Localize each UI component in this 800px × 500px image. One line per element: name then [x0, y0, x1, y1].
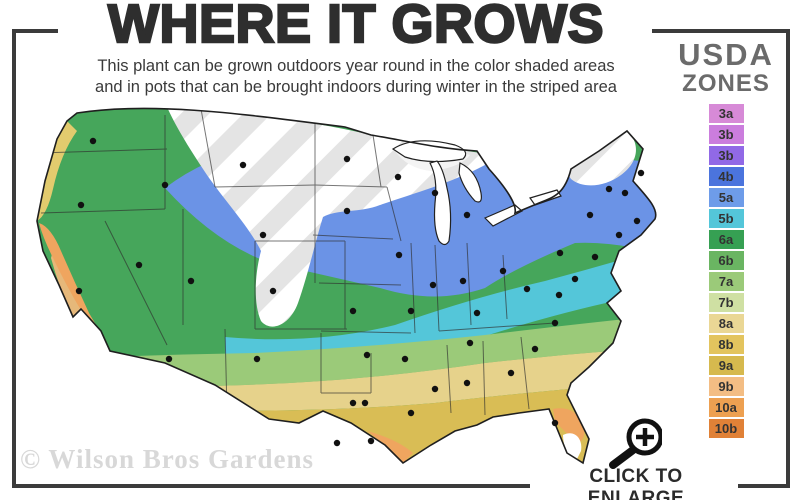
- great-lakes: [391, 140, 562, 246]
- zone-chip-6a: 6a: [708, 230, 744, 249]
- zone-chip-7b: 7b: [708, 293, 744, 312]
- zone-chip-5a: 5a: [708, 188, 744, 207]
- zone-chip-10a: 10a: [708, 398, 744, 417]
- frame-right: [786, 29, 790, 488]
- zone-chip-3b: 3b: [708, 146, 744, 165]
- click-to-enlarge-label[interactable]: CLICK TO ENLARGE: [587, 466, 685, 500]
- zone-chip-4b: 4b: [708, 167, 744, 186]
- zone-chip-9b: 9b: [708, 377, 744, 396]
- zone-chip-7a: 7a: [708, 272, 744, 291]
- state-borders: [38, 108, 556, 416]
- zone-chip-8a: 8a: [708, 314, 744, 333]
- watermark: © Wilson Bros Gardens: [20, 444, 314, 474]
- frame-bottom-left-segment: [12, 484, 530, 488]
- legend-title-usda: USDA: [678, 37, 774, 72]
- zone-chip-3a: 3a: [708, 104, 744, 123]
- zone-chip-9a: 9a: [708, 356, 744, 375]
- frame-left: [12, 29, 16, 488]
- city-dots: [75, 137, 645, 447]
- zone-chip-10b: 10b: [708, 419, 744, 438]
- frame-top-left-segment: [12, 29, 58, 33]
- zone-chip-5b: 5b: [708, 209, 744, 228]
- subtitle: This plant can be grown outdoors year ro…: [0, 56, 712, 98]
- legend-title-zones: ZONES: [682, 70, 770, 97]
- page-title: WHERE IT GROWS: [107, 0, 605, 54]
- usda-zones-legend: USDA ZONES 3a 3b 3b 4b 5a 5b 6a 6b 7a 7b 8a 8b 9a 9b 1…: [660, 38, 792, 440]
- zone-chip-6b: 6b: [708, 251, 744, 270]
- us-outline: [36, 107, 657, 465]
- zone-chip-8b: 8b: [708, 335, 744, 354]
- zone-chip-list: 3a 3b 3b 4b 5a 5b 6a 6b 7a 7b 8a 8b 9a 9b 10a 10b: [660, 104, 792, 440]
- zone-chip-3b: 3b: [708, 125, 744, 144]
- frame-bottom-right-segment: [738, 484, 790, 488]
- subtitle-line-1: This plant can be grown outdoors year ro…: [97, 57, 615, 75]
- magnifier-plus-icon[interactable]: [600, 413, 662, 469]
- us-zones-map-svg: [36, 107, 657, 465]
- frame-top-right-segment: [652, 29, 790, 33]
- us-zones-map[interactable]: [15, 93, 665, 473]
- subtitle-line-2: and in pots that can be brought indoors …: [95, 78, 617, 96]
